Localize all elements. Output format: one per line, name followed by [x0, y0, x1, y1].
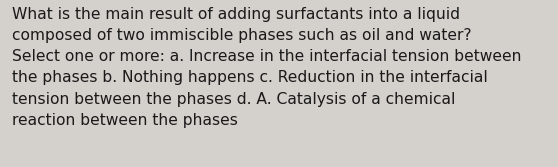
Text: What is the main result of adding surfactants into a liquid
composed of two immi: What is the main result of adding surfac… — [12, 7, 522, 128]
